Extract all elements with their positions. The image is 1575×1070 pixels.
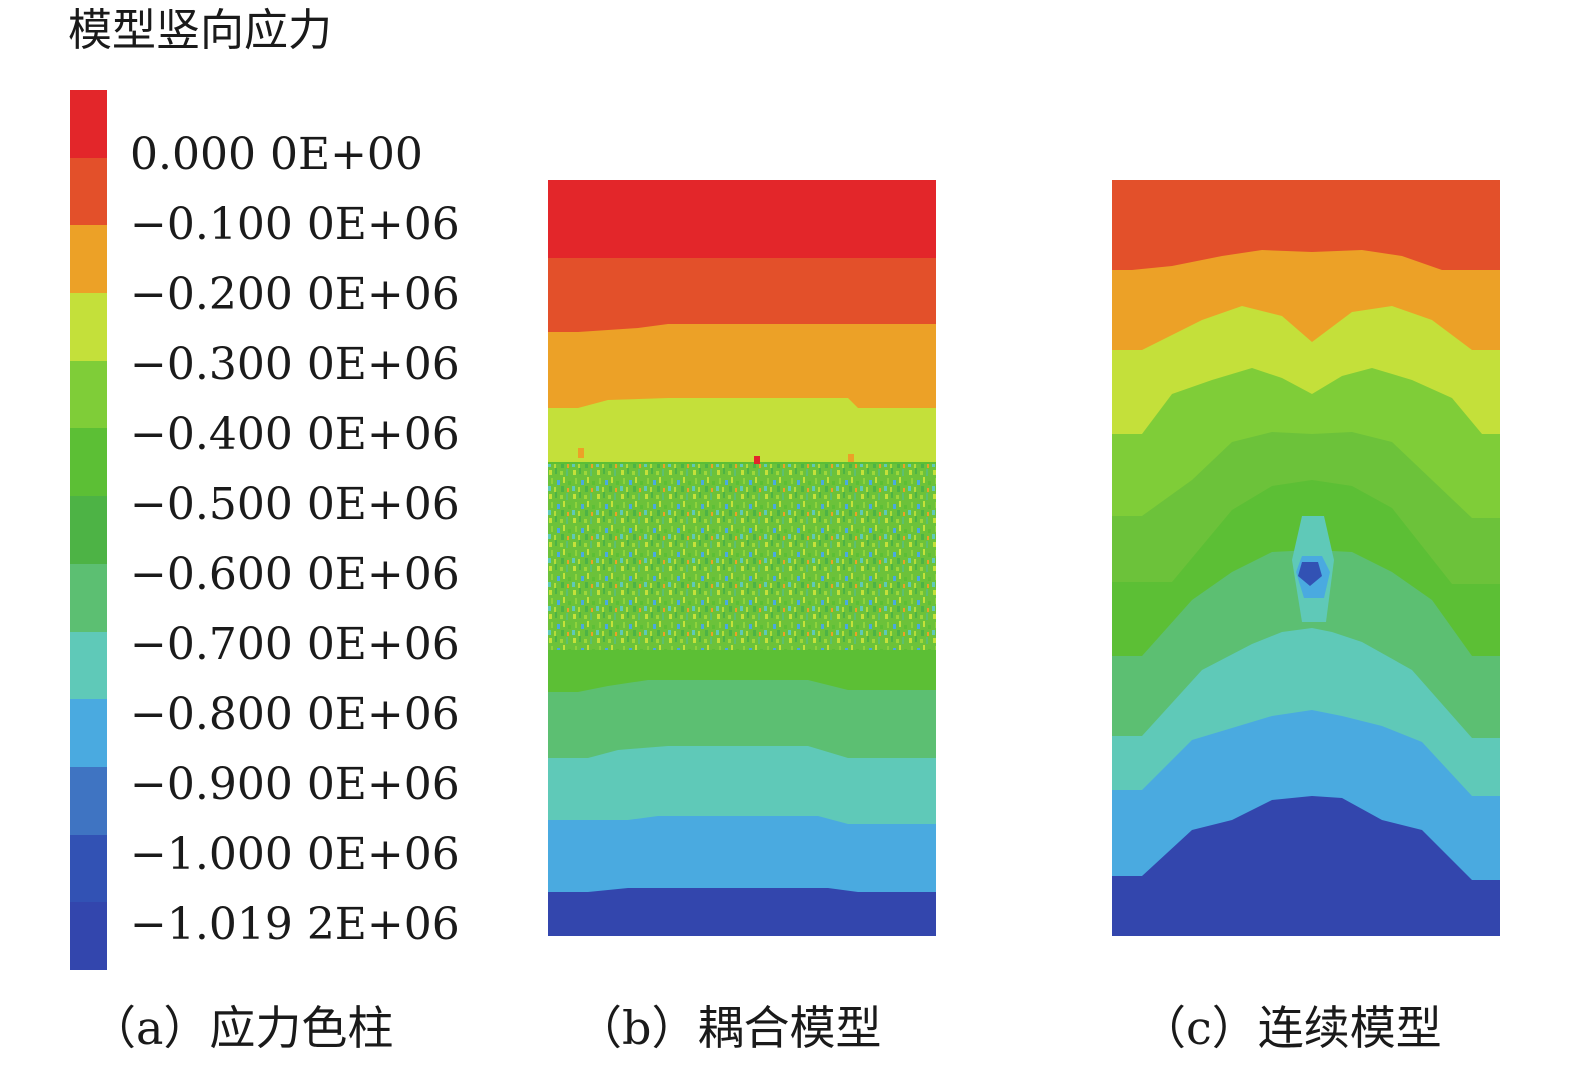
colorbar-segment <box>70 902 107 970</box>
colorbar-segment <box>70 428 107 497</box>
caption-continuous-model: （c）连续模型 <box>1140 1001 1442 1055</box>
colorbar-segment <box>70 699 107 767</box>
colorbar-segment <box>70 563 107 632</box>
colorbar-segment <box>70 631 107 700</box>
colorbar-segment <box>70 766 107 835</box>
colorbar-segment <box>70 293 107 361</box>
colorbar-segment <box>70 496 107 564</box>
legend-label: −0.900 0E+06 <box>130 759 460 810</box>
legend-label: −0.100 0E+06 <box>130 199 460 250</box>
legend-label: −0.200 0E+06 <box>130 269 460 320</box>
legend-label: 0.000 0E+00 <box>130 129 423 180</box>
continuous-model-contour <box>1112 180 1500 936</box>
colorbar-segment <box>70 90 107 158</box>
caption-coupled-model: （b）耦合模型 <box>576 1001 882 1055</box>
coupled-model-contour <box>548 180 936 936</box>
legend-label: −0.300 0E+06 <box>130 339 460 390</box>
colorbar-segment <box>70 157 107 226</box>
colorbar-segment <box>70 834 107 903</box>
legend-label: −0.800 0E+06 <box>130 689 460 740</box>
figure-title: 模型竖向应力 <box>68 5 332 56</box>
stress-colorbar <box>70 90 107 970</box>
legend-label: −1.019 2E+06 <box>130 899 460 950</box>
legend-label: −0.500 0E+06 <box>130 479 460 530</box>
caption-stress-colorbar: （a）应力色柱 <box>90 1001 394 1055</box>
legend-label: −0.700 0E+06 <box>130 619 460 670</box>
legend-label: −1.000 0E+06 <box>130 829 460 880</box>
colorbar-segment <box>70 225 107 294</box>
colorbar-segment <box>70 360 107 429</box>
legend-label: −0.600 0E+06 <box>130 549 460 600</box>
legend-label: −0.400 0E+06 <box>130 409 460 460</box>
